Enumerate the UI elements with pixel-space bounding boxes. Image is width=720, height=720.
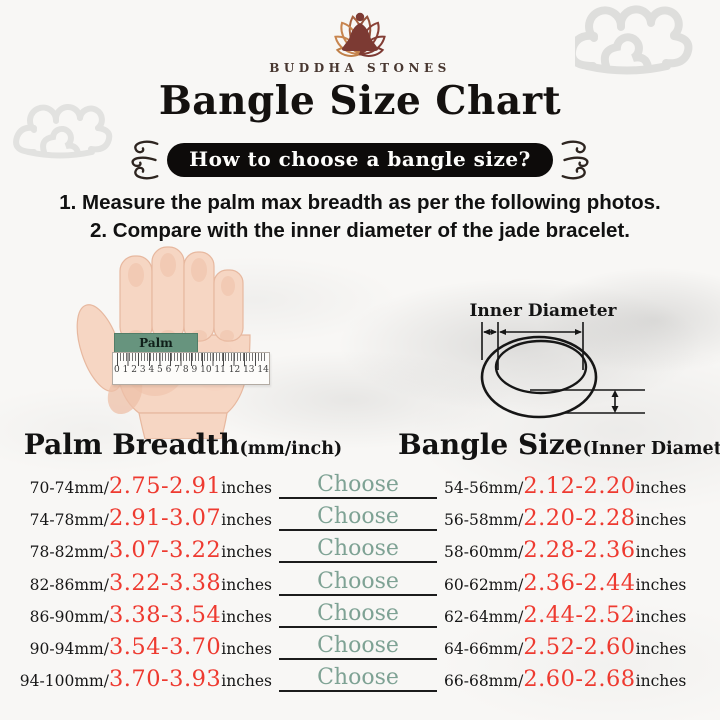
choose-cell: Choose — [279, 503, 437, 532]
bangle-size-header: Bangle Size(Inner Diameter) — [398, 428, 720, 461]
flourish-left-icon — [131, 140, 159, 180]
palm-size-cell: 74-78mm/2.91-3.07inches — [29, 505, 272, 532]
choose-cell: Choose — [279, 600, 437, 628]
size-row: 70-74mm/2.75-2.91inches Choose 54-56mm/2… — [0, 470, 720, 502]
palm-size-cell: 82-86mm/3.22-3.38inches — [29, 569, 272, 596]
cloud-motif-left-icon — [13, 104, 113, 159]
instruction-line-1: 1. Measure the palm max breadth as per t… — [59, 191, 661, 214]
inner-diameter-label: Inner Diameter — [469, 301, 617, 321]
bangle-size-cell: 56-58mm/2.20-2.28inches — [444, 505, 687, 532]
ruler-numbers: 0 1 2 3 4 5 6 7 8 9 10 11 12 13 14 — [114, 365, 269, 375]
size-row: 78-82mm/3.07-3.22inches Choose 58-60mm/2… — [0, 534, 720, 566]
bangle-size-cell: 58-60mm/2.28-2.36inches — [444, 537, 687, 564]
palm-size-cell: 78-82mm/3.07-3.22inches — [29, 537, 272, 564]
size-table: 70-74mm/2.75-2.91inches Choose 54-56mm/2… — [0, 470, 720, 695]
bangle-size-cell: 62-64mm/2.44-2.52inches — [444, 601, 687, 628]
palm-breadth-band: Palm Breadth — [114, 333, 198, 368]
flourish-right-icon — [561, 140, 589, 180]
choose-cell: Choose — [279, 568, 437, 596]
choose-link[interactable]: Choose — [317, 665, 399, 691]
bangle-diagram-icon — [480, 322, 645, 419]
bangle-size-cell: 66-68mm/2.60-2.68inches — [444, 666, 687, 693]
choose-link[interactable]: Choose — [317, 632, 399, 658]
size-row: 82-86mm/3.22-3.38inches Choose 60-62mm/2… — [0, 567, 720, 599]
choose-link[interactable]: Choose — [317, 504, 399, 530]
bangle-size-cell: 60-62mm/2.36-2.44inches — [444, 569, 687, 596]
size-row: 94-100mm/3.70-3.93inches Choose 66-68mm/… — [0, 663, 720, 695]
instruction-line-2: 2. Compare with the inner diameter of th… — [90, 219, 630, 242]
instructions: 1. Measure the palm max breadth as per t… — [0, 189, 720, 245]
choose-cell: Choose — [279, 664, 437, 693]
ruler: 0 1 2 3 4 5 6 7 8 9 10 11 12 13 14 — [112, 352, 270, 385]
ruler-major-ticks — [117, 353, 265, 366]
bangle-size-cell: 54-56mm/2.12-2.20inches — [444, 473, 687, 499]
choose-cell: Choose — [279, 535, 437, 564]
cloud-motif-top-right-icon — [575, 5, 693, 75]
palm-size-cell: 94-100mm/3.70-3.93inches — [19, 666, 272, 693]
choose-cell: Choose — [279, 471, 437, 499]
choose-link[interactable]: Choose — [317, 472, 399, 497]
choose-link[interactable]: Choose — [317, 536, 399, 562]
palm-size-cell: 90-94mm/3.54-3.70inches — [29, 633, 272, 660]
palm-breadth-header: Palm Breadth(mm/inch) — [23, 428, 343, 461]
choose-link[interactable]: Choose — [317, 568, 399, 594]
choose-cell: Choose — [279, 632, 437, 660]
brand-name: BUDDHA STONES — [269, 61, 451, 75]
palm-size-cell: 70-74mm/2.75-2.91inches — [29, 473, 272, 499]
page-title: Bangle Size Chart — [158, 78, 562, 124]
bangle-size-cell: 64-66mm/2.52-2.60inches — [444, 633, 687, 660]
buddha-stones-lotus-logo-icon — [334, 12, 386, 57]
size-row: 86-90mm/3.38-3.54inches Choose 62-64mm/2… — [0, 599, 720, 631]
size-row: 74-78mm/2.91-3.07inches Choose 56-58mm/2… — [0, 502, 720, 534]
palm-size-cell: 86-90mm/3.38-3.54inches — [29, 601, 272, 628]
banner-pill: How to choose a bangle size? — [167, 143, 553, 177]
size-row: 90-94mm/3.54-3.70inches Choose 64-66mm/2… — [0, 631, 720, 663]
choose-link[interactable]: Choose — [317, 600, 399, 626]
banner-row: How to choose a bangle size? — [0, 138, 720, 182]
